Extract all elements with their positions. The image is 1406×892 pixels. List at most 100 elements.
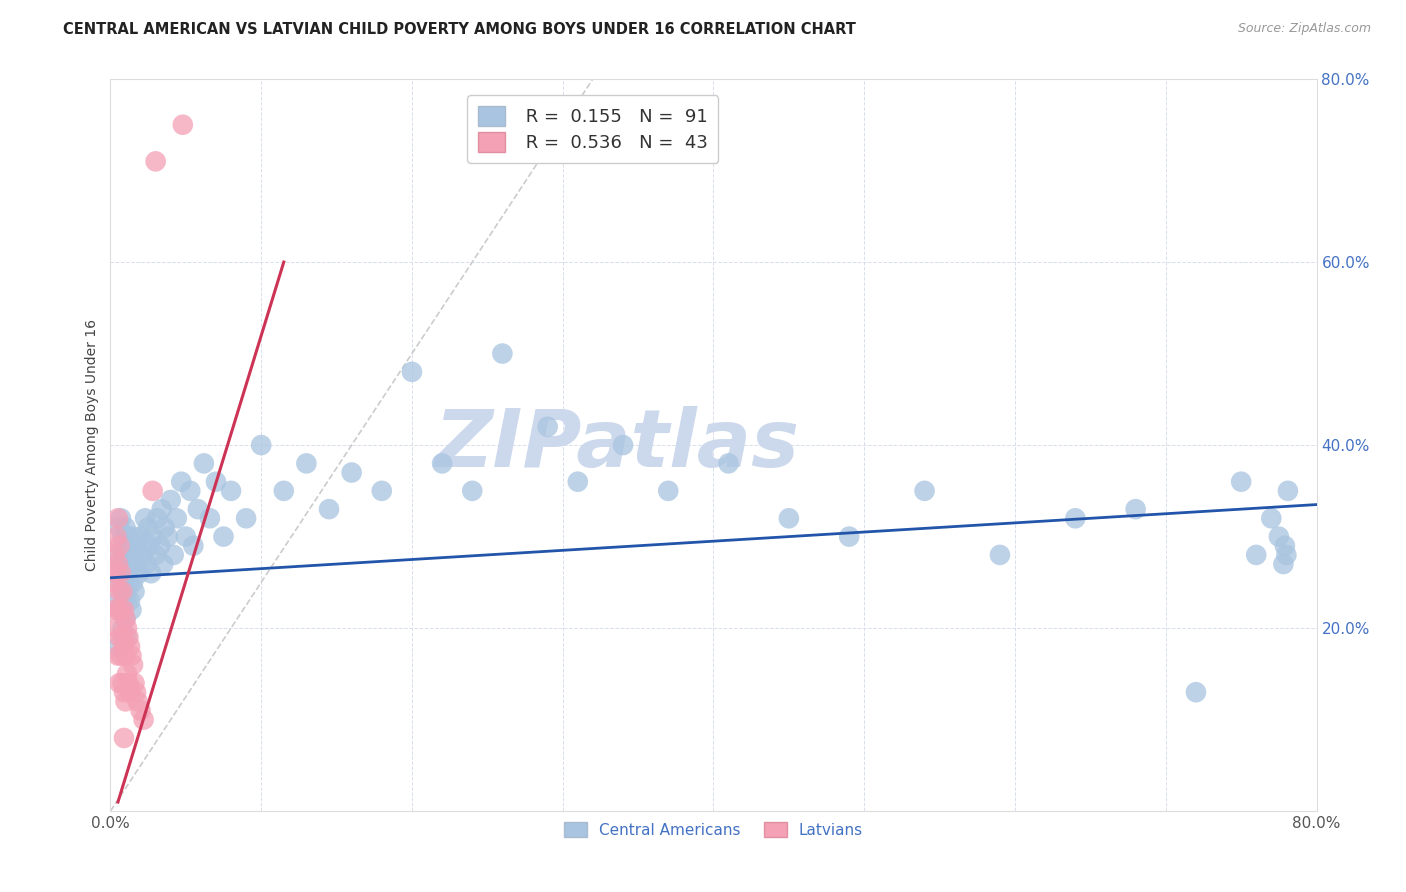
Point	[118, 685, 141, 699]
Text: ZIPatlas: ZIPatlas	[434, 406, 800, 484]
Point	[114, 648, 136, 663]
Point	[115, 630, 138, 644]
Point	[1244, 548, 1267, 562]
Point	[111, 530, 134, 544]
Point	[117, 530, 139, 544]
Point	[1277, 483, 1299, 498]
Point	[612, 438, 634, 452]
Point	[117, 575, 139, 590]
Point	[107, 511, 129, 525]
Point	[114, 520, 136, 534]
Point	[273, 483, 295, 498]
Point	[111, 575, 134, 590]
Point	[118, 548, 141, 562]
Point	[107, 648, 129, 663]
Point	[110, 566, 132, 581]
Point	[132, 548, 155, 562]
Point	[567, 475, 589, 489]
Point	[149, 539, 172, 553]
Point	[115, 666, 138, 681]
Point	[212, 530, 235, 544]
Point	[717, 456, 740, 470]
Point	[150, 502, 173, 516]
Point	[657, 483, 679, 498]
Point	[146, 511, 169, 525]
Legend: Central Americans, Latvians: Central Americans, Latvians	[558, 815, 869, 844]
Point	[108, 520, 131, 534]
Point	[371, 483, 394, 498]
Point	[145, 154, 167, 169]
Point	[1230, 475, 1253, 489]
Point	[114, 612, 136, 626]
Point	[129, 530, 152, 544]
Point	[108, 575, 131, 590]
Y-axis label: Child Poverty Among Boys Under 16: Child Poverty Among Boys Under 16	[86, 319, 100, 571]
Point	[118, 640, 141, 654]
Point	[112, 603, 135, 617]
Point	[121, 648, 143, 663]
Point	[187, 502, 209, 516]
Point	[105, 530, 128, 544]
Point	[1275, 548, 1298, 562]
Point	[118, 593, 141, 607]
Point	[112, 685, 135, 699]
Point	[159, 493, 181, 508]
Point	[111, 621, 134, 635]
Point	[104, 603, 127, 617]
Point	[295, 456, 318, 470]
Point	[318, 502, 340, 516]
Point	[122, 657, 145, 672]
Point	[117, 676, 139, 690]
Point	[142, 483, 165, 498]
Point	[107, 548, 129, 562]
Point	[104, 548, 127, 562]
Point	[205, 475, 228, 489]
Point	[105, 566, 128, 581]
Point	[536, 419, 558, 434]
Point	[1125, 502, 1147, 516]
Text: Source: ZipAtlas.com: Source: ZipAtlas.com	[1237, 22, 1371, 36]
Point	[1260, 511, 1282, 525]
Point	[838, 530, 860, 544]
Point	[108, 630, 131, 644]
Point	[461, 483, 484, 498]
Point	[108, 539, 131, 553]
Point	[127, 694, 149, 708]
Point	[125, 685, 148, 699]
Point	[250, 438, 273, 452]
Point	[110, 648, 132, 663]
Point	[107, 593, 129, 607]
Point	[135, 557, 157, 571]
Point	[1272, 557, 1295, 571]
Point	[110, 603, 132, 617]
Point	[914, 483, 936, 498]
Point	[145, 548, 167, 562]
Point	[153, 520, 176, 534]
Point	[170, 475, 193, 489]
Point	[114, 612, 136, 626]
Point	[401, 365, 423, 379]
Point	[115, 539, 138, 553]
Point	[134, 511, 156, 525]
Point	[117, 630, 139, 644]
Point	[139, 566, 162, 581]
Point	[136, 520, 159, 534]
Point	[112, 593, 135, 607]
Point	[124, 548, 146, 562]
Point	[163, 548, 186, 562]
Point	[1064, 511, 1087, 525]
Point	[198, 511, 221, 525]
Point	[110, 511, 132, 525]
Point	[166, 511, 188, 525]
Point	[114, 694, 136, 708]
Point	[115, 621, 138, 635]
Point	[129, 704, 152, 718]
Point	[108, 676, 131, 690]
Point	[103, 575, 125, 590]
Point	[778, 511, 800, 525]
Point	[115, 584, 138, 599]
Point	[172, 118, 194, 132]
Point	[122, 530, 145, 544]
Point	[105, 621, 128, 635]
Point	[112, 640, 135, 654]
